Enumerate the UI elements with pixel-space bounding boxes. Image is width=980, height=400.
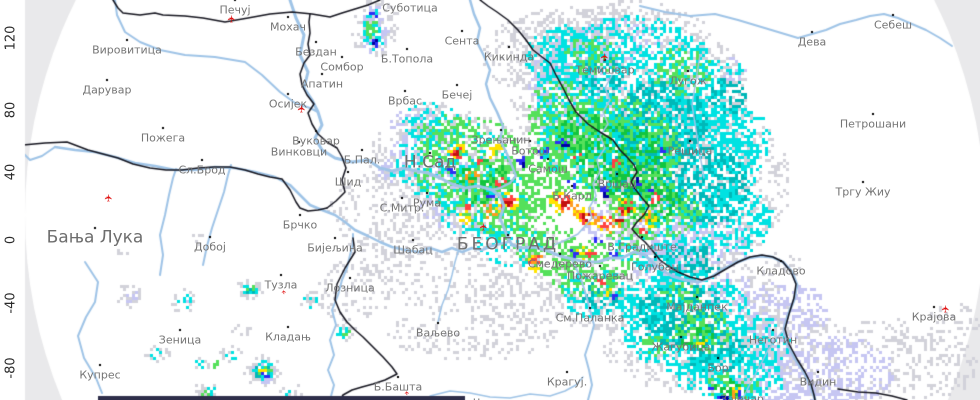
city-label: Ваљево <box>415 326 461 340</box>
city-label: Печуј <box>219 3 251 17</box>
city-label: Темишвар <box>575 63 635 77</box>
city-label: С.Митр. <box>379 201 425 215</box>
city-label: Б.Пал. <box>343 153 381 167</box>
city-label: Вуковар <box>292 134 340 148</box>
city-label: Петрошани <box>839 117 907 131</box>
city-label: Винковци <box>270 145 328 159</box>
city-label: Тргу Жиу <box>835 185 891 199</box>
axis-tick-label: 40 <box>3 163 19 181</box>
city-label: Сента <box>444 34 480 48</box>
city-label: Б.Карл <box>552 189 592 203</box>
axis-tick-label: 0 <box>3 235 19 245</box>
city-label: Купрес <box>79 368 121 382</box>
city-label: Крајова <box>911 310 957 324</box>
city-label: Лугож <box>669 74 707 88</box>
city-label: Суботица <box>382 1 438 15</box>
city-label: Лозница <box>325 281 375 295</box>
city-label: Осијек <box>268 97 308 111</box>
airport-icon: ✈ <box>297 104 308 114</box>
city-label: Жагубица <box>651 340 711 354</box>
city-label: Смедерево <box>527 257 593 271</box>
airport-icon: ✈ <box>404 390 411 396</box>
city-label: Видин <box>799 375 837 389</box>
city-label: Зајечар <box>720 392 764 400</box>
city-label: Н.Сад <box>403 152 457 173</box>
city-label: Бездан <box>295 45 337 59</box>
city-label: Вировитица <box>92 43 162 57</box>
city-label: Ботош <box>511 144 549 158</box>
city-label: Добој <box>194 240 226 254</box>
city-label: В.Градиште <box>607 240 677 254</box>
city-label: Решица <box>667 144 713 158</box>
city-label: См.Паланка <box>555 311 625 325</box>
city-label: БЕОГРАД <box>456 234 560 255</box>
airport-icon: ✈ <box>600 52 611 62</box>
city-label: Бечеј <box>441 88 473 102</box>
city-label: Апатин <box>300 77 344 91</box>
city-label: Брчко <box>282 218 318 232</box>
city-label: Сл.Брод <box>178 163 226 177</box>
city-label: Рума <box>412 196 442 210</box>
city-label: Зеница <box>158 333 202 347</box>
city-label: Мохач <box>270 20 306 34</box>
airport-icon: ✈ <box>281 289 288 295</box>
airport-icon: ✈ <box>227 14 238 24</box>
city-label: Тузла <box>264 278 298 292</box>
city-label: Б.Башта <box>373 380 423 394</box>
axis-tick-label: 80 <box>3 101 19 119</box>
airport-icon: ✈ <box>104 193 115 203</box>
airport-icon: ✈ <box>941 304 952 314</box>
axis-tick-label: 120 <box>3 25 19 51</box>
city-label: Шабац <box>393 243 433 257</box>
city-label: Врбас <box>387 94 423 108</box>
city-label: Кикинда <box>483 50 535 64</box>
city-label: Кладањ <box>265 330 311 344</box>
city-label: Неготин <box>748 333 798 347</box>
axis-tick-label: -80 <box>3 357 19 379</box>
airport-icon: ✈ <box>479 222 490 232</box>
city-label: Дарувар <box>82 83 132 97</box>
city-label: Зрењанин <box>471 133 531 147</box>
city-label: Бор <box>707 361 729 375</box>
city-label: Шид <box>334 175 362 189</box>
city-label: Пожега <box>140 131 186 145</box>
city-label: Дева <box>797 35 827 49</box>
city-label: Чачак <box>473 398 507 400</box>
axis-tick-label: -40 <box>3 292 19 314</box>
city-label: Б.Топола <box>380 52 434 66</box>
city-label: Крагуј. <box>546 375 588 389</box>
city-label: Бијељина <box>307 241 363 255</box>
city-label: Мајданпек <box>666 300 728 314</box>
city-label: Вршац <box>597 177 637 191</box>
city-label: Пожаревац <box>566 269 634 283</box>
city-label: Бања Лука <box>46 227 144 248</box>
city-label: Кладово <box>756 264 806 278</box>
city-label: Сомбор <box>320 60 364 74</box>
city-label: Голубац <box>631 260 679 274</box>
city-label: Себеш <box>873 18 913 32</box>
city-label: Самош <box>528 162 568 176</box>
